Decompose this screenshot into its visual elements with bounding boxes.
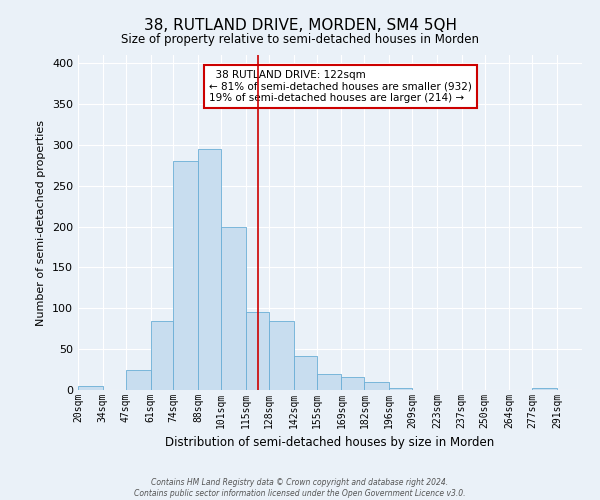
Bar <box>173 161 198 390</box>
Bar <box>294 356 317 390</box>
Text: Size of property relative to semi-detached houses in Morden: Size of property relative to semi-detach… <box>121 32 479 46</box>
Bar <box>198 149 221 390</box>
Y-axis label: Number of semi-detached properties: Number of semi-detached properties <box>37 120 46 326</box>
Bar <box>341 377 364 390</box>
Bar <box>532 388 557 390</box>
Text: 38, RUTLAND DRIVE, MORDEN, SM4 5QH: 38, RUTLAND DRIVE, MORDEN, SM4 5QH <box>143 18 457 32</box>
Bar <box>269 322 294 390</box>
Bar <box>364 382 389 390</box>
X-axis label: Distribution of semi-detached houses by size in Morden: Distribution of semi-detached houses by … <box>166 436 494 450</box>
Bar <box>78 386 103 390</box>
Bar <box>126 370 151 390</box>
Bar <box>317 374 341 390</box>
Bar <box>221 226 246 390</box>
Text: 38 RUTLAND DRIVE: 122sqm  
← 81% of semi-detached houses are smaller (932)
19% o: 38 RUTLAND DRIVE: 122sqm ← 81% of semi-d… <box>209 70 472 103</box>
Bar <box>151 322 173 390</box>
Bar <box>389 388 412 390</box>
Text: Contains HM Land Registry data © Crown copyright and database right 2024.
Contai: Contains HM Land Registry data © Crown c… <box>134 478 466 498</box>
Bar <box>246 312 269 390</box>
